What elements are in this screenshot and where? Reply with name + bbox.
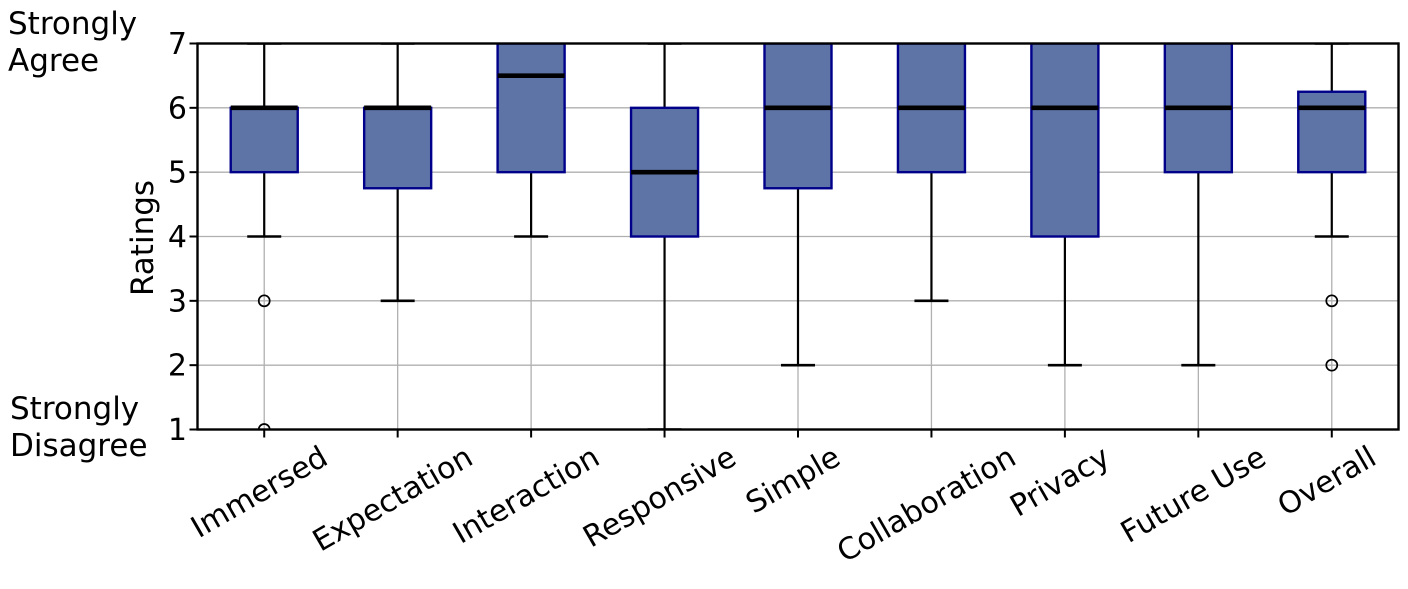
boxplot-simple [763,43,833,367]
box [763,43,833,190]
x-tick-label-collaboration: Collaboration [831,440,1022,570]
x-tick-label-expectation: Expectation [307,440,479,559]
x-tick-label-responsive: Responsive [577,440,742,555]
annotation-line: Strongly [8,6,138,42]
box [362,106,433,190]
boxplot-overall [1297,43,1367,372]
boxplot-privacy [1030,43,1100,367]
y-tick-label-3: 3 [168,284,187,319]
y-axis-annotation-strongly-disagree: Strongly Disagree [10,391,148,465]
x-tick-label-future-use: Future Use [1115,440,1272,551]
box [496,43,566,174]
box [229,106,299,174]
boxplot-interaction [496,43,566,238]
y-axis-annotation-strongly-agree: Strongly Agree [8,6,137,80]
box [1030,43,1100,238]
annotation-line: Agree [8,43,100,79]
boxplot-expectation [362,43,433,303]
y-tick-label-1: 1 [168,413,187,448]
y-tick-label-6: 6 [168,91,187,126]
y-tick-label-5: 5 [168,156,187,191]
x-tick-label-simple: Simple [740,440,846,522]
boxes-layer [229,43,1367,430]
x-tick-label-overall: Overall [1272,440,1382,524]
y-ticklabels-layer: 1 2 3 4 5 6 7 [168,27,187,448]
outlier-3 [1325,294,1339,308]
outlier-1 [257,423,271,430]
ticks-layer [189,42,1333,438]
outlier-2 [1325,358,1339,372]
y-tick-label-2: 2 [168,349,187,384]
boxplot-collaboration [896,43,967,303]
boxplot-immersed [229,43,299,430]
x-ticklabels-layer: ImmersedExpectationInteractionResponsive… [185,440,1382,570]
y-tick-label-4: 4 [168,220,187,255]
annotation-line: Strongly [10,391,140,427]
box [1297,90,1367,174]
boxplot-responsive [629,43,700,430]
boxplot-future-use [1163,43,1234,367]
x-tick-label-privacy: Privacy [1004,440,1116,525]
annotation-line: Disagree [10,428,148,464]
y-tick-label-7: 7 [168,27,187,62]
outlier-3 [257,294,271,308]
